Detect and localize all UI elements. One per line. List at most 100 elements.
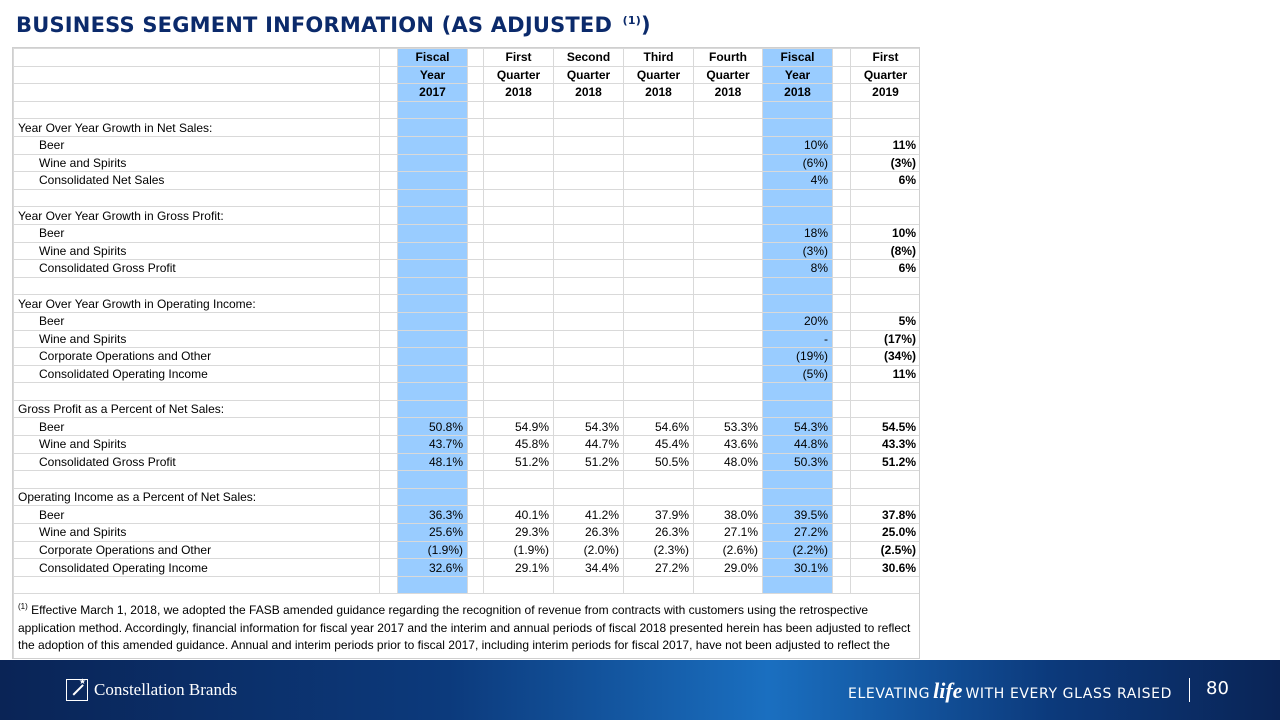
value-cell [762, 100, 833, 120]
value-cell: 41.2% [553, 505, 624, 525]
value-cell: (5%) [762, 364, 833, 384]
value-cell: 43.6% [693, 435, 763, 454]
table-row: Beer 10% 11% [13, 135, 919, 155]
value-cell: 29.0% [693, 558, 763, 577]
value-cell: 27.2% [762, 523, 833, 542]
value-cell [483, 153, 554, 173]
spacer-cell [379, 470, 398, 489]
column-header: Third [623, 48, 694, 67]
value-cell [693, 188, 763, 208]
value-cell [693, 153, 763, 173]
spacer-cell [379, 417, 398, 437]
value-cell [553, 135, 624, 155]
value-cell [623, 382, 694, 401]
value-cell [553, 171, 624, 190]
value-cell [693, 294, 763, 313]
row-label: Beer [13, 417, 380, 437]
spacer-cell [467, 241, 484, 261]
value-cell [397, 294, 468, 313]
spacer-cell [467, 435, 484, 454]
value-cell: 50.5% [623, 452, 694, 472]
value-cell [762, 118, 833, 137]
value-cell [762, 399, 833, 419]
value-cell: 37.8% [850, 505, 919, 525]
spacer-cell [379, 223, 398, 243]
row-label: Consolidated Operating Income [13, 558, 380, 577]
spacer-cell [832, 206, 851, 225]
spacer-cell [832, 294, 851, 313]
spacer-cell [832, 452, 851, 472]
value-cell: 36.3% [397, 505, 468, 525]
row-label: Beer [13, 135, 380, 155]
value-cell [693, 259, 763, 278]
spacer-cell [379, 259, 398, 278]
spacer-cell [467, 118, 484, 137]
spacer-cell [379, 206, 398, 225]
value-cell [397, 399, 468, 419]
value-cell: 54.5% [850, 417, 919, 437]
value-cell [693, 399, 763, 419]
table-row [13, 470, 919, 489]
column-header: First [850, 48, 919, 67]
value-cell: (17%) [850, 329, 919, 349]
value-cell [483, 135, 554, 155]
value-cell: 4% [762, 171, 833, 190]
row-label: Corporate Operations and Other [13, 347, 380, 366]
spacer-cell [379, 452, 398, 472]
spacer-cell [467, 206, 484, 225]
value-cell: (1.9%) [397, 540, 468, 560]
value-cell [850, 206, 919, 225]
value-cell [483, 382, 554, 401]
value-cell: (1.9%) [483, 540, 554, 560]
column-header: Year [397, 65, 468, 85]
segment-table-container: Fiscal First Second Third Fourth Fiscal First Y… [12, 47, 920, 659]
spacer-cell [379, 48, 398, 67]
spacer-cell [832, 382, 851, 401]
spacer-cell [832, 540, 851, 560]
value-cell [397, 241, 468, 261]
row-label: Consolidated Gross Profit [13, 259, 380, 278]
spacer-cell [832, 470, 851, 489]
value-cell: 18% [762, 223, 833, 243]
table-row: Corporate Operations and Other (19%) (34%) [13, 347, 919, 366]
column-header: Year [762, 65, 833, 85]
value-cell [553, 223, 624, 243]
row-label [13, 100, 380, 120]
column-header: 2018 [483, 83, 554, 102]
header-row: Fiscal First Second Third Fourth Fiscal First [13, 48, 919, 67]
table-row: Consolidated Gross Profit 8% 6% [13, 259, 919, 278]
value-cell [693, 575, 763, 595]
value-cell [623, 487, 694, 507]
spacer-cell [379, 399, 398, 419]
value-cell: 50.8% [397, 417, 468, 437]
row-label: Consolidated Operating Income [13, 364, 380, 384]
spacer-cell [467, 417, 484, 437]
value-cell [693, 311, 763, 331]
spacer-cell [379, 540, 398, 560]
value-cell [850, 188, 919, 208]
value-cell [623, 364, 694, 384]
row-label: Wine and Spirits [13, 329, 380, 349]
spacer-cell [467, 311, 484, 331]
value-cell [693, 470, 763, 489]
value-cell [623, 575, 694, 595]
spacer-cell [832, 347, 851, 366]
spacer-cell [467, 382, 484, 401]
table-row: Wine and Spirits (6%) (3%) [13, 153, 919, 173]
column-header: Quarter [693, 65, 763, 85]
value-cell [483, 206, 554, 225]
value-cell [553, 487, 624, 507]
row-label [13, 382, 380, 401]
value-cell [397, 364, 468, 384]
value-cell [762, 487, 833, 507]
spacer-cell [467, 48, 484, 67]
value-cell: 53.3% [693, 417, 763, 437]
segment-table: Fiscal First Second Third Fourth Fiscal First Y… [13, 48, 919, 658]
spacer-cell [832, 487, 851, 507]
value-cell [623, 311, 694, 331]
spacer-cell [467, 575, 484, 595]
value-cell: 50.3% [762, 452, 833, 472]
value-cell [553, 399, 624, 419]
value-cell: 54.3% [762, 417, 833, 437]
value-cell [397, 382, 468, 401]
